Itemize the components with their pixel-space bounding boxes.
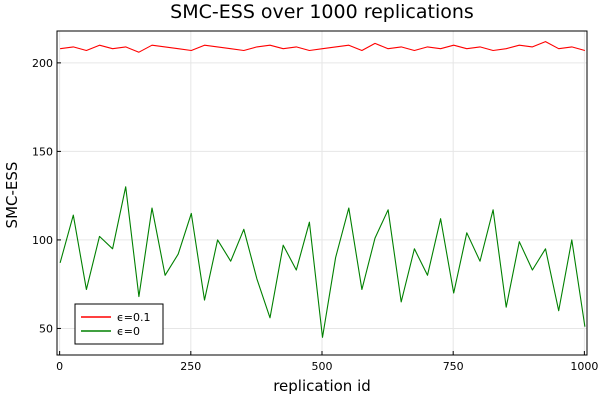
series-line-0: [60, 41, 586, 53]
x-tick-label-1: 250: [180, 360, 201, 373]
chart-title: SMC-ESS over 1000 replications: [170, 1, 474, 23]
x-tick-label-4: 1000: [570, 360, 598, 373]
legend-label-0: ϵ=0.1: [117, 311, 150, 324]
y-axis-ticks: 50 100 150 200: [32, 57, 61, 335]
y-tick-label-1: 100: [32, 234, 53, 247]
x-axis-label: replication id: [273, 377, 371, 395]
y-tick-label-0: 50: [39, 322, 53, 335]
series-line-1: [59, 186, 586, 338]
legend: ϵ=0.1ϵ=0: [74, 303, 164, 345]
y-axis-label: SMC-ESS: [3, 162, 21, 229]
y-tick-label-3: 200: [32, 57, 53, 70]
legend-label-1: ϵ=0: [117, 325, 140, 338]
x-tick-label-0: 0: [56, 360, 63, 373]
x-tick-label-3: 750: [443, 360, 464, 373]
legend-box: [74, 303, 164, 345]
x-axis-ticks: 0 250 500 750 1000: [56, 351, 598, 373]
x-tick-label-2: 500: [312, 360, 333, 373]
series-layer: [59, 41, 586, 338]
y-tick-label-2: 150: [32, 145, 53, 158]
